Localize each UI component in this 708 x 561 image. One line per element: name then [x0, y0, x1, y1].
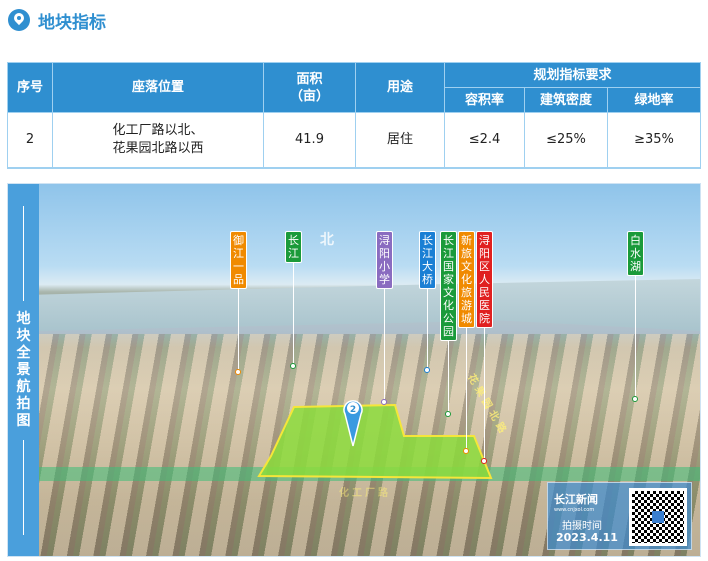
- news-logo: 长江新闻 www.cnjxol.com: [554, 493, 598, 513]
- poi-label-yangtze-bridge: 长江大桥: [419, 231, 436, 289]
- poi-dot: [290, 363, 296, 369]
- cell-area: 41.9: [263, 112, 356, 168]
- plot-number: 2: [350, 405, 356, 415]
- poi-leader-line: [384, 289, 385, 399]
- divider: [23, 439, 24, 535]
- poi-leader-line: [635, 276, 636, 396]
- north-indicator: 北: [320, 232, 334, 248]
- poi-dot: [463, 448, 469, 454]
- cell-green: ≥35%: [607, 112, 701, 168]
- header-location: 座落位置: [52, 62, 264, 113]
- cell-location: 化工厂路以北、 花果园北路以西: [52, 112, 264, 168]
- cell-index: 2: [7, 112, 53, 168]
- poi-label-changjiang: 长江: [285, 231, 302, 263]
- cell-far: ≤2.4: [444, 112, 525, 168]
- side-title: 地块全景航拍图: [16, 310, 31, 429]
- poi-label-hospital: 浔阳区人民医院: [476, 231, 493, 328]
- poi-leader-line: [238, 289, 239, 369]
- plot-overlay: 2: [257, 400, 493, 480]
- poi-dot: [235, 369, 241, 375]
- poi-dot: [445, 411, 451, 417]
- poi-leader-line: [448, 341, 449, 411]
- poi-label-culture-park: 长江国家文化公园: [440, 231, 457, 341]
- photo-stamp: 长江新闻 www.cnjxol.com 拍摄时间 2023.4.11: [547, 482, 692, 550]
- poi-label-yujiangyipin: 御江一品: [230, 231, 247, 289]
- header-green: 绿地率: [607, 87, 701, 113]
- divider: [23, 205, 24, 301]
- aerial-panel: 地块全景航拍图 北 2 御江一品 长江 浔阳小学 长江大桥 长江国家文化公园 新…: [7, 183, 701, 557]
- section-title-text: 地块指标: [38, 12, 106, 33]
- poi-dot: [424, 367, 430, 373]
- poi-dot: [632, 396, 638, 402]
- table-row: 2 化工厂路以北、 花果园北路以西 41.9 居住 ≤2.4 ≤25% ≥35%: [7, 112, 701, 168]
- poi-label-tourism-city: 新旅文化旅游城: [458, 231, 475, 328]
- poi-leader-line: [427, 289, 428, 367]
- qr-code[interactable]: [629, 488, 687, 546]
- side-title-bar: 地块全景航拍图: [8, 184, 39, 556]
- indicator-table: 序号 座落位置 面积 （亩） 用途 规划指标要求 容积率 建筑密度 绿地率 2 化…: [7, 62, 701, 169]
- poi-label-xunyang-school: 浔阳小学: [376, 231, 393, 289]
- poi-dot: [381, 399, 387, 405]
- location-pin-icon: [8, 9, 30, 31]
- road-label-south: 化工厂路: [339, 488, 391, 499]
- poi-dot: [481, 458, 487, 464]
- poi-label-baishui-lake: 白水湖: [627, 231, 644, 276]
- header-area: 面积 （亩）: [263, 62, 356, 113]
- shoot-time-label: 拍摄时间: [562, 521, 602, 532]
- section-title: 地块指标: [8, 6, 106, 34]
- header-index: 序号: [7, 62, 53, 113]
- aerial-photo: 北 2 御江一品 长江 浔阳小学 长江大桥 长江国家文化公园 新旅文化旅游城 浔…: [39, 184, 700, 556]
- plot-boundary: [257, 403, 493, 480]
- header-density: 建筑密度: [524, 87, 608, 113]
- header-use: 用途: [355, 62, 445, 113]
- header-planning: 规划指标要求: [444, 62, 701, 88]
- cell-density: ≤25%: [524, 112, 608, 168]
- header-far: 容积率: [444, 87, 525, 113]
- poi-leader-line: [484, 328, 485, 458]
- poi-leader-line: [466, 328, 467, 448]
- poi-leader-line: [293, 263, 294, 363]
- cell-use: 居住: [355, 112, 445, 168]
- plot-marker-pin: 2: [343, 400, 363, 447]
- shoot-date: 2023.4.11: [556, 531, 618, 544]
